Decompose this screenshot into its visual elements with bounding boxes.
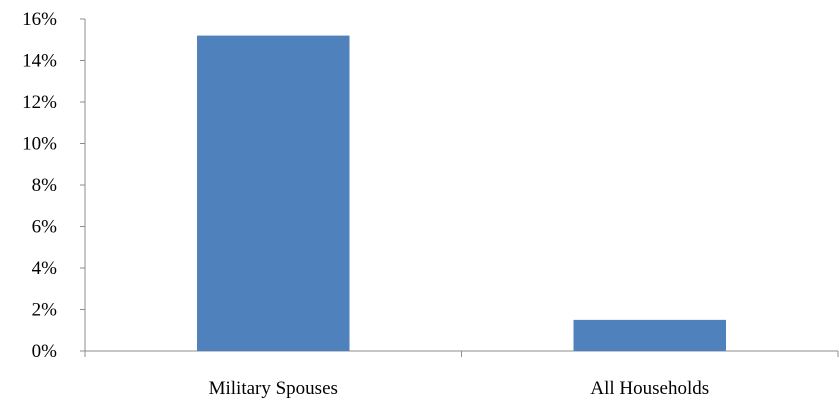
- y-tick-label: 10%: [22, 134, 57, 155]
- y-tick-label: 6%: [32, 217, 58, 238]
- y-tick-label: 8%: [32, 175, 58, 196]
- y-tick-label: 2%: [32, 300, 58, 321]
- y-tick-label: 14%: [22, 51, 57, 72]
- x-category-label: Military Spouses: [209, 378, 338, 399]
- bar-all-households: [573, 319, 726, 351]
- x-category-label: All Households: [590, 378, 709, 399]
- y-tick-label: 16%: [22, 9, 57, 30]
- y-tick-label: 12%: [22, 92, 57, 113]
- y-tick-label: 4%: [32, 258, 58, 279]
- y-tick-label: 0%: [32, 341, 58, 362]
- bar-military-spouses: [197, 35, 350, 351]
